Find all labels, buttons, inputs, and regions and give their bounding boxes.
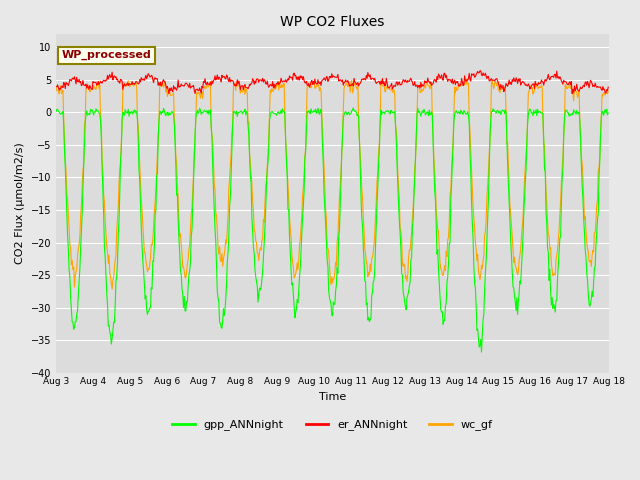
X-axis label: Time: Time xyxy=(319,392,346,402)
gpp_ANNnight xyxy=(52,108,60,114)
Title: WP CO2 Fluxes: WP CO2 Fluxes xyxy=(280,15,385,29)
gpp_ANNnight xyxy=(400,293,408,299)
er_ANNnight xyxy=(205,81,212,87)
wc_gf xyxy=(400,261,408,267)
er_ANNnight xyxy=(476,68,484,73)
er_ANNnight xyxy=(52,84,60,90)
gpp_ANNnight xyxy=(477,349,485,355)
gpp_ANNnight xyxy=(349,105,357,111)
er_ANNnight xyxy=(62,80,70,85)
er_ANNnight xyxy=(604,84,612,90)
wc_gf xyxy=(416,89,424,95)
wc_gf xyxy=(176,233,184,239)
gpp_ANNnight xyxy=(119,109,127,115)
wc_gf xyxy=(604,88,612,94)
er_ANNnight xyxy=(416,85,424,91)
Legend: gpp_ANNnight, er_ANNnight, wc_gf: gpp_ANNnight, er_ANNnight, wc_gf xyxy=(168,415,497,435)
gpp_ANNnight xyxy=(416,110,424,116)
er_ANNnight xyxy=(176,84,184,89)
wc_gf xyxy=(108,286,116,292)
er_ANNnight xyxy=(119,86,127,92)
Line: er_ANNnight: er_ANNnight xyxy=(56,71,608,94)
wc_gf xyxy=(205,83,212,88)
Line: wc_gf: wc_gf xyxy=(56,79,608,289)
wc_gf xyxy=(52,85,60,91)
wc_gf xyxy=(463,76,471,82)
Line: gpp_ANNnight: gpp_ANNnight xyxy=(56,108,608,352)
gpp_ANNnight xyxy=(204,108,212,113)
gpp_ANNnight xyxy=(62,186,70,192)
wc_gf xyxy=(120,79,127,85)
er_ANNnight xyxy=(400,77,408,83)
Y-axis label: CO2 Flux (μmol/m2/s): CO2 Flux (μmol/m2/s) xyxy=(15,143,25,264)
gpp_ANNnight xyxy=(604,110,612,116)
wc_gf xyxy=(62,168,70,173)
er_ANNnight xyxy=(165,91,173,96)
Text: WP_processed: WP_processed xyxy=(61,50,151,60)
gpp_ANNnight xyxy=(175,236,183,241)
